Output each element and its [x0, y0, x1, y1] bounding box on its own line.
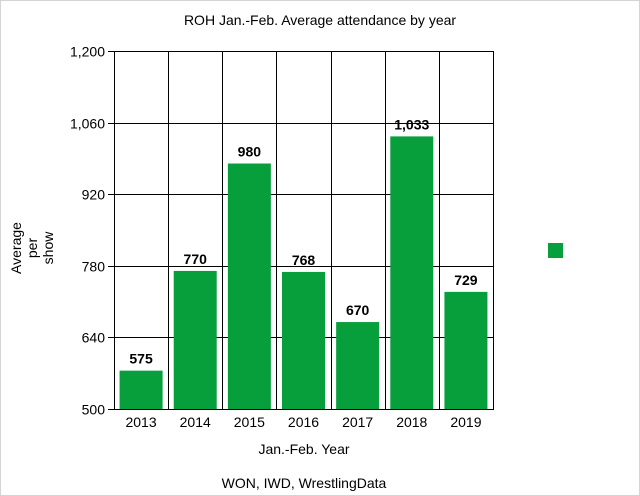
x-tick-label-2015: 2015 — [234, 414, 265, 430]
bar-2014 — [173, 270, 217, 409]
y-tick-label: 500 — [82, 402, 106, 418]
data-label-2018: 1,033 — [394, 116, 429, 132]
data-label-2014: 770 — [184, 251, 208, 267]
data-label-2015: 980 — [238, 144, 262, 160]
data-labels: 575 770 980 768 670 1,033 729 — [129, 116, 477, 366]
y-tick-label: 1,200 — [70, 44, 105, 60]
y-tick-labels: 500 640 780 920 1,060 1,200 — [70, 44, 105, 418]
y-axis-label-line-2: per — [24, 238, 40, 259]
source-note: WON, IWD, WrestlingData — [222, 475, 387, 491]
x-tick-label-2016: 2016 — [288, 414, 319, 430]
x-tick-labels: 2013 2014 2015 2016 2017 2018 2019 — [125, 414, 481, 430]
bar-2018 — [390, 136, 434, 409]
x-tick-label-2018: 2018 — [396, 414, 427, 430]
y-tick-label: 920 — [82, 187, 106, 203]
x-tick-label-2014: 2014 — [180, 414, 211, 430]
data-label-2013: 575 — [129, 351, 153, 367]
data-label-2017: 670 — [346, 302, 370, 318]
data-label-2016: 768 — [292, 252, 316, 268]
x-tick-label-2013: 2013 — [125, 414, 156, 430]
bar-2015 — [227, 163, 271, 409]
plot-area-border — [114, 51, 494, 410]
bar-2019 — [444, 291, 488, 409]
x-tick-label-2019: 2019 — [450, 414, 481, 430]
legend-swatch — [548, 243, 563, 258]
plot-border — [114, 51, 494, 410]
x-tick-label-2017: 2017 — [342, 414, 373, 430]
bar-2013 — [119, 370, 163, 409]
bar-2016 — [282, 271, 325, 409]
chart-title: ROH Jan.-Feb. Average attendance by year — [184, 12, 456, 28]
data-label-2019: 729 — [454, 272, 478, 288]
y-axis-label-line-3: show — [40, 231, 56, 265]
y-axis-label: Average per show — [8, 222, 56, 274]
y-tick-label: 780 — [82, 259, 106, 275]
y-tick-label: 1,060 — [70, 116, 105, 132]
bars — [119, 136, 488, 409]
bar-2017 — [336, 322, 380, 409]
x-axis-label: Jan.-Feb. Year — [258, 441, 349, 457]
y-axis-label-line-1: Average — [8, 222, 24, 274]
y-tick-label: 640 — [82, 330, 106, 346]
